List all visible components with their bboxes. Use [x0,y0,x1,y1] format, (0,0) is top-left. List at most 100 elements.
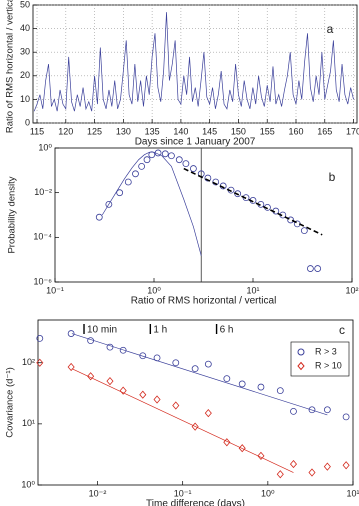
point [67,362,75,372]
panel-label: a [327,22,334,36]
point [106,343,114,351]
point [290,407,297,415]
y-axis-label: Ratio of RMS horizontal / vertical [5,0,16,133]
x-tick-label: 160 [288,126,303,136]
x-tick-label: 10⁻¹ [174,488,192,498]
x-tick-label: 130 [116,126,131,136]
point [87,372,95,381]
point [314,265,322,272]
point [36,358,44,367]
x-tick-label: 10⁰ [261,488,275,498]
x-tick-label: 10¹ [246,285,259,295]
panel-label: b [329,170,336,184]
point [148,151,156,159]
point [289,459,298,469]
y-axis-label: Covariance (d⁻¹) [5,367,16,437]
panel: 10⁻² 10⁻¹ 10⁰ 10¹ 10⁰ 10¹ 10² Time difference (… [5,319,359,506]
point [132,170,139,178]
y-tick-label: 30 [20,47,30,57]
line [33,12,354,112]
annotation: 10 min [87,325,117,336]
point [139,352,147,360]
y-tick-label: 40 [20,23,30,33]
point [124,178,132,186]
point [308,468,316,477]
x-tick-label: 165 [317,126,332,136]
point [300,227,308,235]
point [119,386,127,395]
legend-label: R > 10 [315,360,342,370]
point [119,346,127,354]
y-tick-label: 10⁻⁶ [34,276,53,286]
line [71,368,294,473]
panel-label: c [339,323,345,337]
axes-frame [54,147,353,283]
x-tick-label: 115 [30,126,44,136]
line [71,333,328,416]
legend-label: R > 3 [315,346,337,356]
point [204,360,212,368]
panel: 115 120 125 130 135 140 145 150 155 160 165 170 0 10 2… [5,0,359,148]
point [143,156,151,164]
x-tick-label: 10⁻¹ [46,285,64,295]
point [139,390,147,399]
y-tick-label: 10⁰ [21,479,35,489]
x-tick-label: 10² [345,285,358,295]
point [308,406,316,414]
y-tick-label: 10¹ [22,418,35,428]
y-tick-label: 10⁻² [34,187,52,197]
x-tick-label: 135 [145,126,160,136]
x-tick-label: 170 [346,126,359,136]
point [323,406,331,414]
x-tick-label: 120 [58,126,73,136]
y-tick-label: 10⁰ [38,142,52,152]
point [276,387,284,395]
point [323,462,331,471]
annotation: 6 h [220,325,234,336]
point [36,335,44,342]
y-axis-label: Probability density [7,176,18,253]
point [204,408,212,418]
legend-marker [297,361,305,371]
legend-marker [297,348,305,356]
point [287,216,295,224]
point [223,375,231,383]
point [276,470,284,479]
x-tick-label: 10⁻² [89,488,107,498]
point [342,413,350,421]
point [238,444,246,453]
x-tick-label: 10¹ [346,488,359,498]
point [257,383,265,391]
y-tick-label: 0 [25,117,30,127]
line [101,151,202,256]
y-tick-label: 20 [20,70,30,80]
annotation: 1 h [153,325,167,336]
point [95,213,103,221]
x-tick-label: 155 [260,126,275,136]
y-tick-label: 50 [20,0,30,9]
legend-box [290,341,350,377]
point [204,174,212,182]
point [306,265,314,272]
point [172,359,180,367]
x-tick-label: 145 [202,126,217,136]
point [161,150,169,158]
x-tick-label: 150 [231,126,246,136]
x-axis-label: Days since 1 January 2007 [135,137,256,148]
y-tick-label: 10⁻⁴ [33,232,52,242]
point [223,438,231,447]
y-tick-label: 10² [22,357,35,367]
y-tick-label: 10 [20,94,30,104]
point [182,160,190,168]
point [175,156,183,164]
x-tick-label: 125 [87,126,102,136]
point [257,451,265,460]
point [106,377,114,386]
axes-frame [32,4,358,124]
point [189,165,197,172]
point [342,461,350,470]
point [168,152,175,160]
